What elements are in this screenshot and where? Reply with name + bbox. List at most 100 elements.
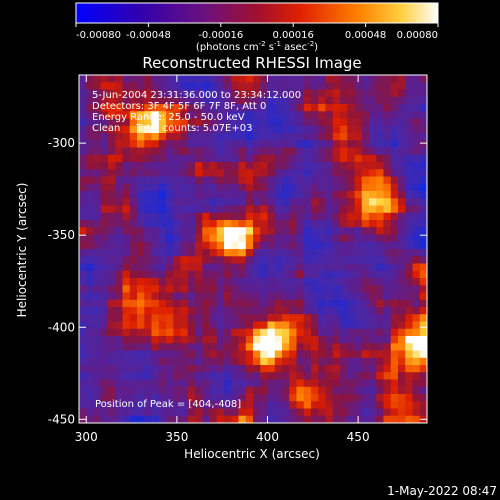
heatmap-cell [216, 292, 225, 301]
heatmap-cell [347, 125, 356, 134]
heatmap-cell [122, 205, 131, 214]
heatmap-cell [354, 191, 363, 199]
heatmap-cell [405, 408, 414, 417]
heatmap-cell [79, 285, 87, 294]
heatmap-cell [202, 111, 211, 120]
heatmap-cell [325, 147, 334, 156]
heatmap-cell [325, 249, 334, 257]
heatmap-cell [216, 140, 225, 149]
heatmap-cell [361, 386, 370, 395]
heatmap-cell [202, 365, 211, 373]
heatmap-cell [347, 343, 356, 352]
heatmap-cell [202, 249, 211, 257]
heatmap-cell [253, 357, 261, 366]
heatmap-cell [289, 241, 298, 250]
heatmap-cell [274, 104, 283, 112]
heatmap-cell [187, 212, 196, 221]
heatmap-cell [311, 249, 319, 257]
heatmap-cell [209, 176, 218, 185]
heatmap-cell [151, 227, 160, 236]
heatmap-cell [376, 336, 385, 344]
heatmap-cell [180, 212, 189, 221]
heatmap-cell [108, 234, 116, 243]
heatmap-cell [405, 321, 414, 330]
heatmap-cell [173, 328, 182, 337]
heatmap-cell [79, 307, 87, 315]
heatmap-cell [93, 379, 102, 388]
heatmap-cell [122, 220, 131, 228]
heatmap-cell [180, 343, 189, 352]
heatmap-cell [361, 169, 370, 178]
heatmap-cell [405, 162, 414, 170]
heatmap-cell [325, 169, 334, 178]
heatmap-cell [347, 162, 356, 170]
heatmap-cell [144, 125, 153, 134]
heatmap-cell [347, 176, 356, 185]
heatmap-cell [332, 263, 341, 272]
heatmap-cell [274, 125, 283, 134]
heatmap-cell [318, 212, 327, 221]
heatmap-cell [318, 278, 327, 286]
heatmap-cell [354, 379, 363, 388]
heatmap-cell [166, 263, 174, 272]
heatmap-cell [412, 394, 421, 402]
heatmap-cell [332, 249, 341, 257]
heatmap-cell [376, 415, 385, 423]
heatmap-cell [224, 75, 232, 83]
heatmap-cell [274, 198, 283, 207]
heatmap-cell [129, 111, 138, 120]
heatmap-cell [325, 227, 334, 236]
heatmap-cell [144, 154, 153, 163]
heatmap-cell [267, 227, 276, 236]
heatmap-cell [209, 82, 218, 91]
heatmap-cell [303, 154, 312, 163]
heatmap-cell [303, 372, 312, 381]
heatmap-cell [311, 241, 319, 250]
heatmap-cell [318, 140, 327, 149]
heatmap-cell [93, 372, 102, 381]
heatmap-cell [282, 307, 290, 315]
heatmap-cell [325, 401, 334, 410]
heatmap-cell [274, 328, 283, 337]
heatmap-cell [231, 154, 240, 163]
heatmap-cell [151, 147, 160, 156]
colorbar-gradient [75, 2, 439, 24]
heatmap-cell [369, 328, 377, 337]
heatmap-cell [412, 96, 421, 105]
heatmap-cell [289, 125, 298, 134]
heatmap-cell [419, 234, 427, 243]
heatmap-cell [289, 118, 298, 127]
heatmap-cell [332, 191, 341, 199]
heatmap-cell [115, 357, 124, 366]
heatmap-cell [93, 111, 102, 120]
heatmap-cell [129, 75, 138, 83]
heatmap-cell [216, 386, 225, 395]
heatmap-cell [325, 415, 334, 423]
heatmap-cell [187, 285, 196, 294]
heatmap-cell [79, 263, 87, 272]
heatmap-cell [376, 256, 385, 265]
heatmap-cell [332, 278, 341, 286]
heatmap-cell [173, 314, 182, 323]
heatmap-cell [231, 357, 240, 366]
heatmap-cell [318, 183, 327, 192]
heatmap-cell [332, 75, 341, 83]
heatmap-cell [412, 336, 421, 344]
heatmap-cell [340, 220, 348, 228]
heatmap-cell [93, 104, 102, 112]
heatmap-cell [108, 365, 116, 373]
heatmap-cell [224, 191, 232, 199]
heatmap-cell [282, 328, 290, 337]
heatmap-cell [325, 75, 334, 83]
heatmap-cell [173, 169, 182, 178]
heatmap-cell [332, 140, 341, 149]
heatmap-cell [282, 111, 290, 120]
heatmap-cell [303, 227, 312, 236]
heatmap-cell [347, 357, 356, 366]
heatmap-cell [412, 111, 421, 120]
heatmap-cell [253, 176, 261, 185]
heatmap-cell [224, 328, 232, 337]
heatmap-cell [122, 357, 131, 366]
heatmap-cell [108, 154, 116, 163]
heatmap-cell [361, 249, 370, 257]
